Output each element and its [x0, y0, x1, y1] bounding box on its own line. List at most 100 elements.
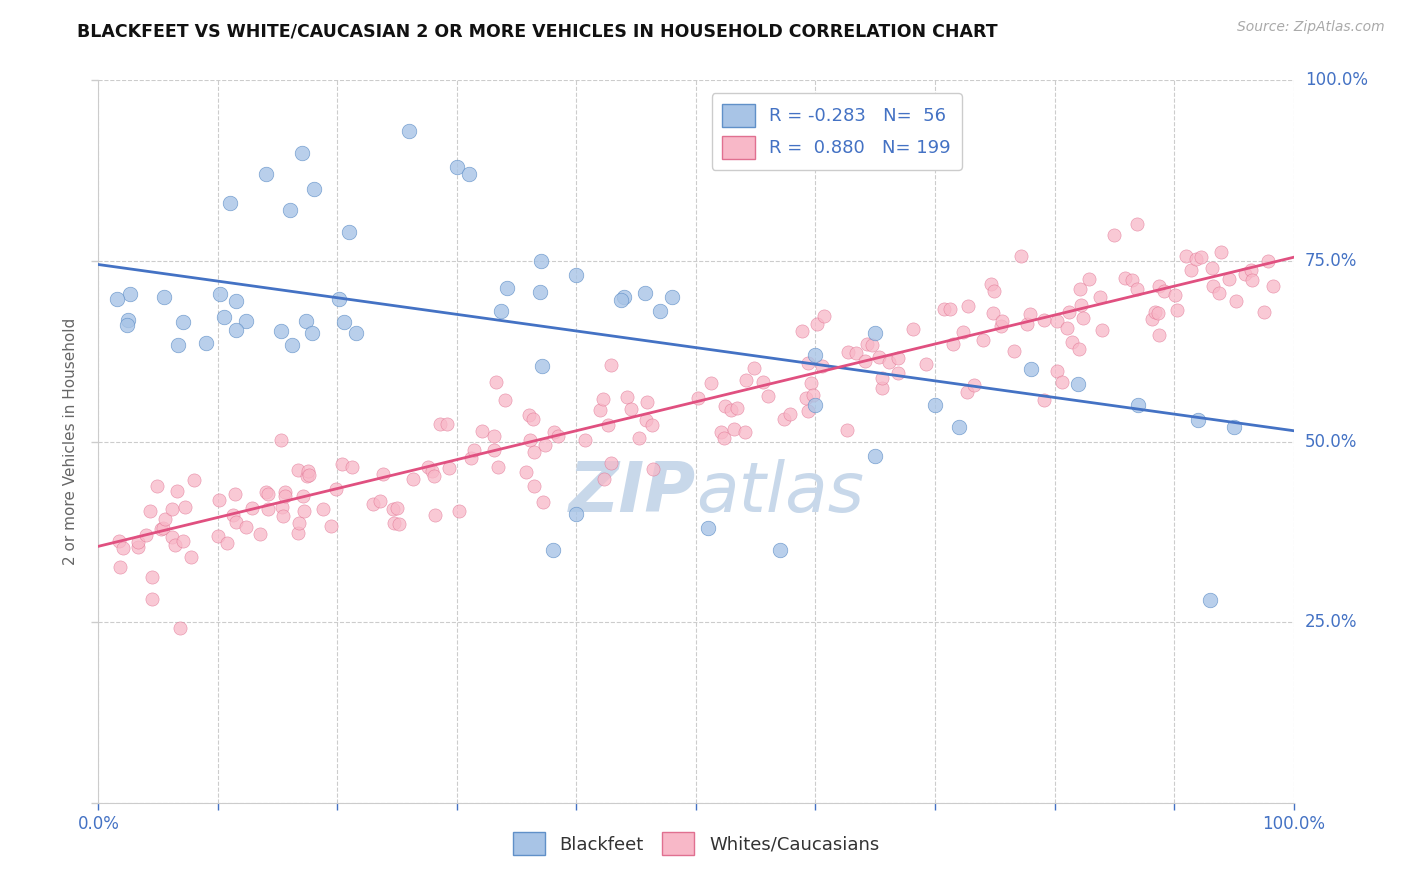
Point	[972, 333, 994, 347]
Point	[117, 312, 139, 326]
Point	[574, 433, 596, 447]
Point	[463, 443, 485, 458]
Point	[225, 294, 247, 309]
Point	[835, 423, 858, 437]
Point	[274, 490, 297, 504]
Point	[281, 338, 304, 352]
Point	[515, 465, 537, 479]
Point	[1253, 305, 1275, 319]
Point	[460, 451, 482, 466]
Point	[439, 461, 461, 475]
Point	[533, 438, 555, 452]
Point	[800, 376, 823, 391]
Point	[371, 467, 394, 481]
Point	[180, 549, 202, 564]
Point	[541, 542, 564, 557]
Point	[1241, 273, 1264, 287]
Y-axis label: 2 or more Vehicles in Household: 2 or more Vehicles in Household	[63, 318, 79, 566]
Point	[725, 401, 748, 416]
Point	[915, 357, 938, 371]
Point	[956, 385, 979, 400]
Point	[398, 124, 420, 138]
Point	[856, 337, 879, 351]
Point	[934, 301, 956, 316]
Point	[209, 287, 232, 301]
Point	[1144, 305, 1167, 319]
Point	[837, 345, 859, 359]
Point	[1175, 249, 1198, 263]
Point	[1166, 302, 1188, 317]
Point	[1052, 375, 1074, 389]
Point	[1069, 342, 1091, 356]
Point	[589, 403, 612, 417]
Legend: Blackfeet, Whites/Caucasians: Blackfeet, Whites/Caucasians	[506, 825, 886, 863]
Point	[853, 354, 876, 368]
Point	[794, 391, 817, 405]
Point	[423, 508, 446, 522]
Point	[139, 504, 162, 518]
Point	[494, 392, 516, 407]
Point	[952, 325, 974, 339]
Point	[319, 519, 342, 533]
Point	[235, 520, 257, 534]
Point	[772, 412, 794, 426]
Point	[302, 182, 325, 196]
Point	[1202, 279, 1225, 293]
Point	[339, 225, 361, 239]
Point	[1114, 270, 1136, 285]
Point	[127, 535, 149, 549]
Point	[146, 478, 169, 492]
Point	[924, 398, 946, 412]
Point	[637, 395, 659, 409]
Point	[1056, 321, 1078, 335]
Text: 100.0%: 100.0%	[1305, 71, 1368, 89]
Point	[720, 403, 742, 417]
Point	[127, 540, 149, 554]
Point	[613, 290, 636, 304]
Point	[361, 497, 384, 511]
Point	[981, 306, 1004, 320]
Point	[948, 420, 970, 434]
Point	[402, 472, 425, 486]
Point	[811, 359, 834, 373]
Point	[172, 316, 194, 330]
Point	[368, 493, 391, 508]
Point	[107, 533, 129, 548]
Point	[141, 569, 163, 583]
Point	[458, 167, 481, 181]
Point	[531, 359, 554, 373]
Point	[529, 285, 551, 300]
Point	[215, 536, 238, 550]
Point	[166, 483, 188, 498]
Text: ZIP: ZIP	[568, 458, 696, 525]
Text: Source: ZipAtlas.com: Source: ZipAtlas.com	[1237, 20, 1385, 34]
Point	[449, 504, 471, 518]
Point	[249, 527, 271, 541]
Point	[1090, 289, 1112, 303]
Point	[1015, 318, 1038, 332]
Point	[254, 484, 277, 499]
Point	[860, 338, 883, 352]
Point	[152, 521, 174, 535]
Point	[697, 521, 720, 535]
Point	[1140, 312, 1163, 326]
Point	[870, 381, 893, 395]
Point	[160, 502, 183, 516]
Point	[517, 408, 540, 422]
Point	[1239, 262, 1261, 277]
Point	[801, 388, 824, 402]
Point	[141, 592, 163, 607]
Point	[942, 337, 965, 351]
Point	[713, 431, 735, 445]
Point	[298, 468, 321, 483]
Point	[723, 422, 745, 436]
Point	[609, 293, 631, 307]
Point	[224, 486, 246, 500]
Point	[756, 389, 779, 403]
Point	[1091, 323, 1114, 337]
Point	[496, 281, 519, 295]
Point	[530, 253, 553, 268]
Point	[865, 449, 887, 463]
Point	[865, 326, 887, 340]
Point	[287, 463, 309, 477]
